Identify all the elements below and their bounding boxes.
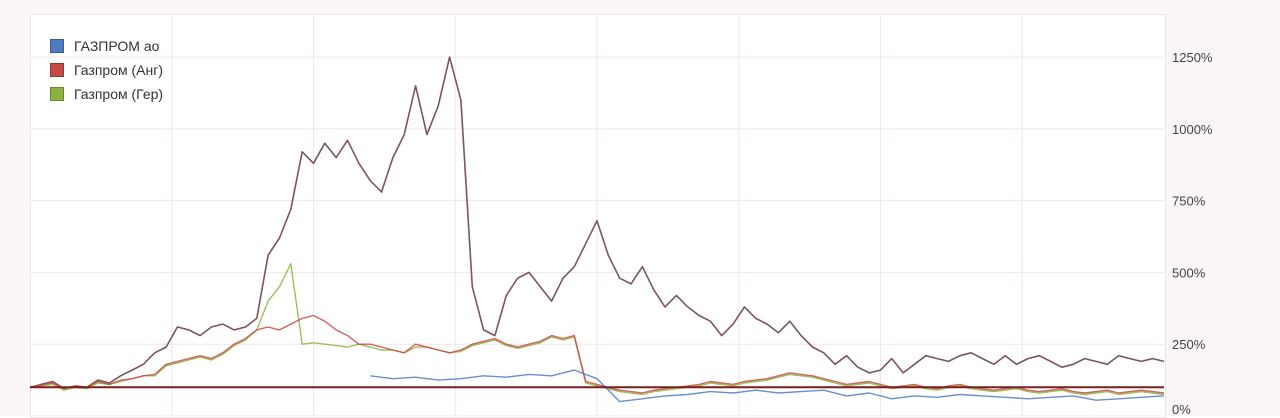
series-line-3 <box>29 56 1165 390</box>
legend-item-gazprom-ao[interactable]: ГАЗПРОМ ао <box>50 33 163 59</box>
legend-item-gazprom-ang[interactable]: Газпром (Анг) <box>50 57 163 83</box>
y-axis-ticks: 0% 250% 500% 750% 1000% 1250% <box>1172 50 1213 416</box>
chart-legend: ГАЗПРОМ ао Газпром (Анг) Газпром (Гер) <box>50 33 163 105</box>
y-tick-label: 500% <box>1172 265 1206 280</box>
legend-item-gazprom-ger[interactable]: Газпром (Гер) <box>50 81 163 107</box>
y-tick-label: 1250% <box>1172 50 1213 65</box>
legend-label: Газпром (Анг) <box>74 62 164 78</box>
plot-area <box>30 14 1166 418</box>
legend-label: Газпром (Гер) <box>74 86 164 102</box>
grid-lines <box>30 14 1164 416</box>
y-tick-label: 750% <box>1172 194 1206 209</box>
series-line-0 <box>370 369 1165 403</box>
y-tick-label: 1000% <box>1172 122 1213 137</box>
legend-swatch <box>50 39 64 53</box>
legend-swatch <box>50 63 64 77</box>
legend-swatch <box>50 87 64 101</box>
y-tick-label: 250% <box>1172 337 1206 352</box>
series-lines <box>29 56 1165 403</box>
y-tick-label: 0% <box>1172 402 1191 416</box>
legend-label: ГАЗПРОМ ао <box>74 38 160 54</box>
